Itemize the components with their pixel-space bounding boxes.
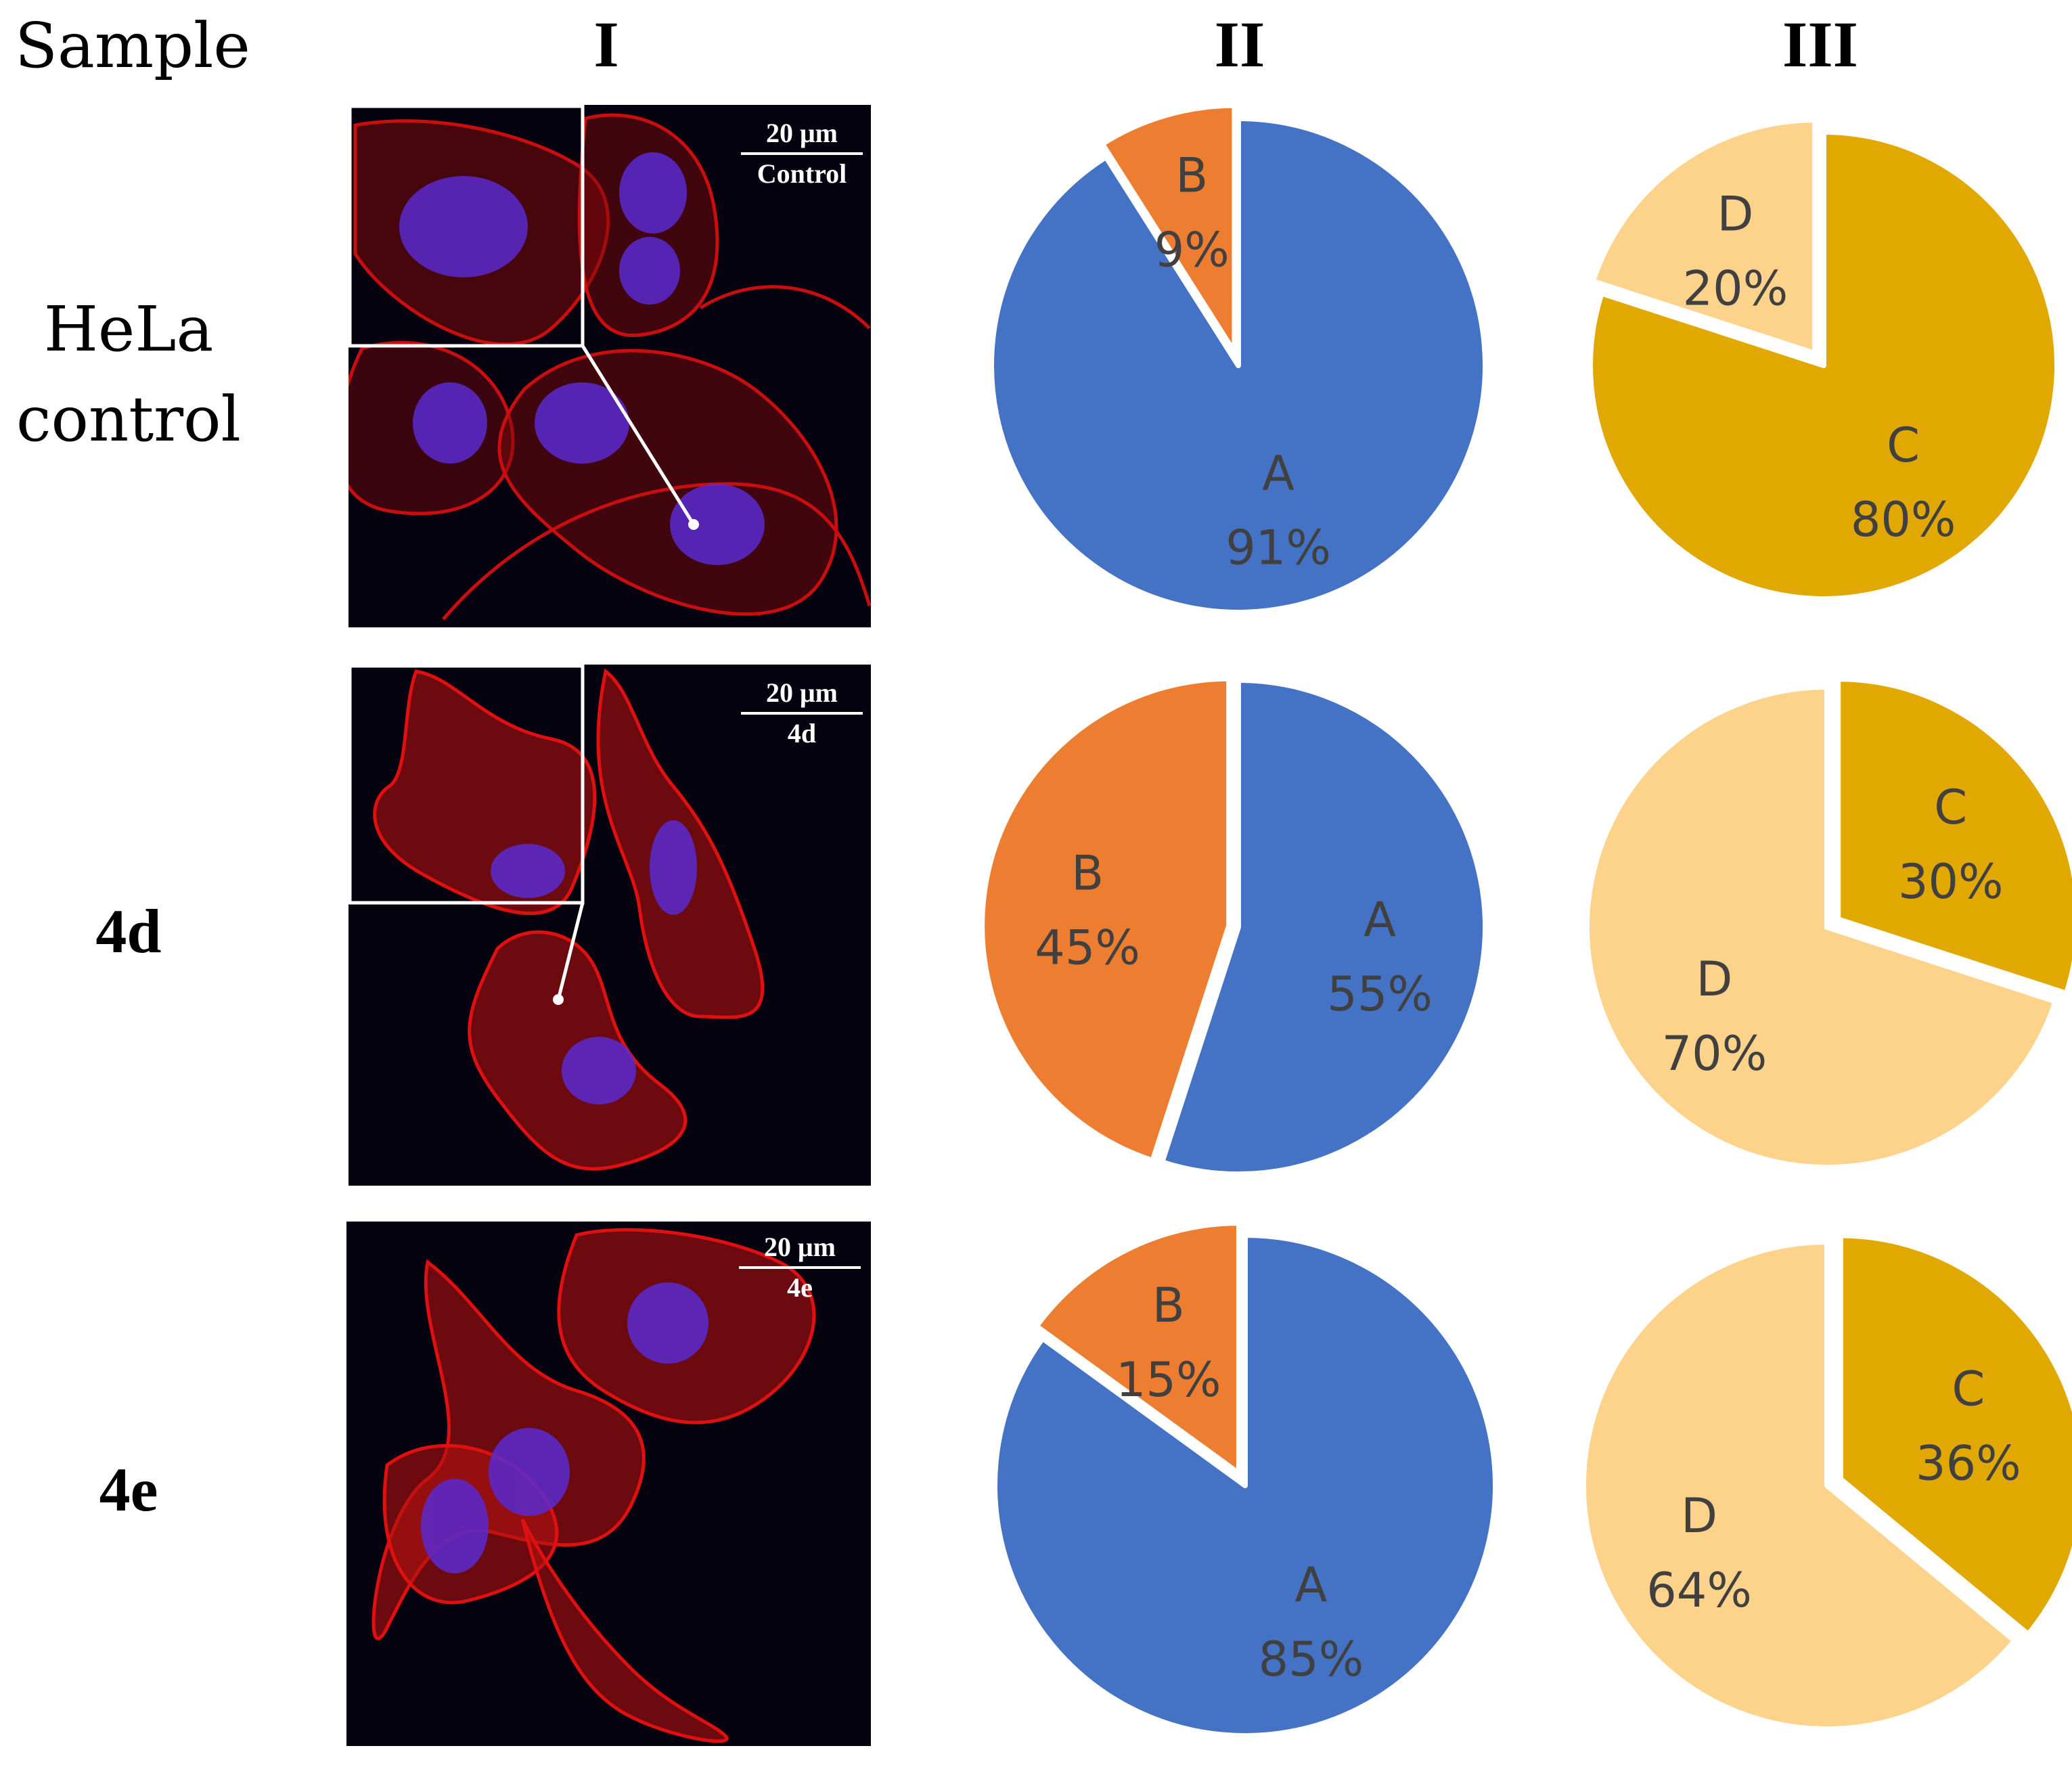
slice-percent-label: 20% [1683, 261, 1788, 316]
sample-header: Sample [15, 9, 250, 82]
image-label: 4e [787, 1272, 813, 1303]
pie-slice-b [979, 675, 1232, 1163]
slice-category-label: A [1262, 445, 1294, 501]
pie-slice-d [1590, 117, 1818, 357]
pie-slice-c [1587, 129, 2060, 602]
slice-percent-label: 15% [1116, 1352, 1221, 1408]
image-label: Control [757, 158, 847, 189]
slice-percent-label: 85% [1259, 1632, 1364, 1687]
row-label-line2: control [16, 383, 241, 456]
scale-bar: 20 μm 4d [741, 677, 863, 750]
row-label-line1: 4d [95, 897, 162, 966]
slice-percent-label: 36% [1916, 1436, 2021, 1492]
row-label-line1: 4e [99, 1455, 158, 1524]
scale-bar: 20 μm 4e [739, 1231, 861, 1304]
pie-chart-5: A 85% B 15% [992, 1220, 1498, 1739]
slice-percent-label: 70% [1662, 1026, 1767, 1081]
pie-slice-a [992, 1232, 1498, 1739]
slice-category-label: B [1071, 846, 1104, 901]
scale-bar-text: 20 μm [766, 118, 838, 148]
pie-slice-b [1099, 102, 1238, 355]
scale-bar-text: 20 μm [764, 1232, 836, 1262]
slice-category-label: C [1887, 418, 1920, 473]
row-label-4e: 4e [0, 1445, 257, 1535]
image-label: 4d [787, 718, 817, 748]
pie-slice-c [1835, 676, 2072, 996]
slice-percent-label: 80% [1851, 492, 1956, 547]
column-header-i: I [593, 8, 619, 81]
slice-percent-label: 45% [1035, 920, 1140, 976]
row-label-hela-control: HeLa control [0, 284, 257, 465]
pie-chart-2: C 80% D 20% [1587, 117, 2060, 602]
slice-percent-label: 91% [1225, 520, 1331, 575]
micrograph-4d-image [348, 665, 871, 1186]
slice-category-label: A [1364, 892, 1396, 947]
pie-slice-a [989, 116, 1488, 615]
row-label-4d: 4d [0, 887, 257, 977]
scale-bar-line [739, 1266, 861, 1269]
micrograph-4d: 20 μm 4d [348, 665, 871, 1186]
pie-slice-b [1033, 1220, 1242, 1477]
slice-category-label: A [1294, 1557, 1327, 1613]
micrograph-4e-image [346, 1222, 871, 1746]
row-label-line1: HeLa [43, 293, 214, 365]
pie-chart-6: C 36% D 64% [1580, 1232, 2072, 1732]
scale-bar-text: 20 μm [766, 677, 838, 708]
slice-category-label: B [1152, 1278, 1185, 1333]
pie-chart-1: A 91% B 9% [989, 102, 1488, 615]
pie-slice-a [1159, 677, 1488, 1177]
pie-slice-d [1584, 684, 2058, 1170]
scale-bar: 20 μm Control [741, 117, 863, 190]
micrograph-4e: 20 μm 4e [346, 1222, 871, 1746]
slice-percent-label: 9% [1154, 222, 1230, 277]
slice-category-label: D [1696, 952, 1732, 1007]
slice-category-label: D [1681, 1488, 1717, 1544]
pie-chart-4: C 30% D 70% [1584, 676, 2072, 1170]
scale-bar-line [741, 152, 863, 155]
column-header-iii: III [1782, 8, 1859, 81]
slice-category-label: B [1175, 148, 1208, 203]
slice-percent-label: 55% [1327, 966, 1433, 1022]
micrograph-control-image [348, 105, 871, 627]
slice-percent-label: 30% [1898, 854, 2004, 910]
slice-category-label: C [1934, 780, 1967, 835]
column-header-ii: II [1214, 8, 1265, 81]
micrograph-control: 20 μm Control [348, 105, 871, 627]
pie-chart-3: A 55% B 45% [979, 675, 1488, 1177]
pie-slice-d [1580, 1239, 2018, 1732]
slice-category-label: D [1717, 186, 1753, 242]
slice-category-label: C [1952, 1362, 1985, 1417]
scale-bar-line [741, 712, 863, 715]
slice-percent-label: 64% [1646, 1563, 1752, 1618]
pie-slice-c [1837, 1232, 2072, 1638]
